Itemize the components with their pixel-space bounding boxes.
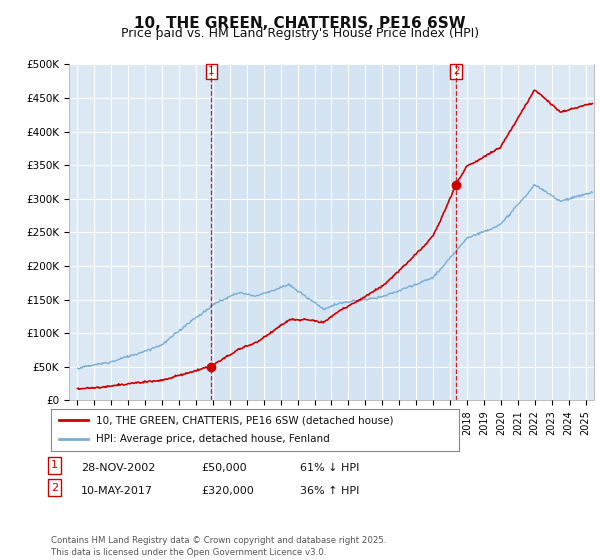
Text: 2: 2 (51, 483, 58, 493)
Text: 1: 1 (51, 460, 58, 470)
Text: 28-NOV-2002: 28-NOV-2002 (81, 463, 155, 473)
Text: 10, THE GREEN, CHATTERIS, PE16 6SW: 10, THE GREEN, CHATTERIS, PE16 6SW (134, 16, 466, 31)
Text: 36% ↑ HPI: 36% ↑ HPI (300, 486, 359, 496)
Text: 1: 1 (208, 67, 215, 76)
Text: Price paid vs. HM Land Registry's House Price Index (HPI): Price paid vs. HM Land Registry's House … (121, 27, 479, 40)
Text: HPI: Average price, detached house, Fenland: HPI: Average price, detached house, Fenl… (96, 435, 329, 445)
Text: 2: 2 (453, 67, 460, 76)
Text: Contains HM Land Registry data © Crown copyright and database right 2025.
This d: Contains HM Land Registry data © Crown c… (51, 536, 386, 557)
Text: 61% ↓ HPI: 61% ↓ HPI (300, 463, 359, 473)
Text: 10-MAY-2017: 10-MAY-2017 (81, 486, 153, 496)
Text: £50,000: £50,000 (201, 463, 247, 473)
Text: 10, THE GREEN, CHATTERIS, PE16 6SW (detached house): 10, THE GREEN, CHATTERIS, PE16 6SW (deta… (96, 415, 394, 425)
Text: £320,000: £320,000 (201, 486, 254, 496)
Bar (211, 64, 457, 400)
